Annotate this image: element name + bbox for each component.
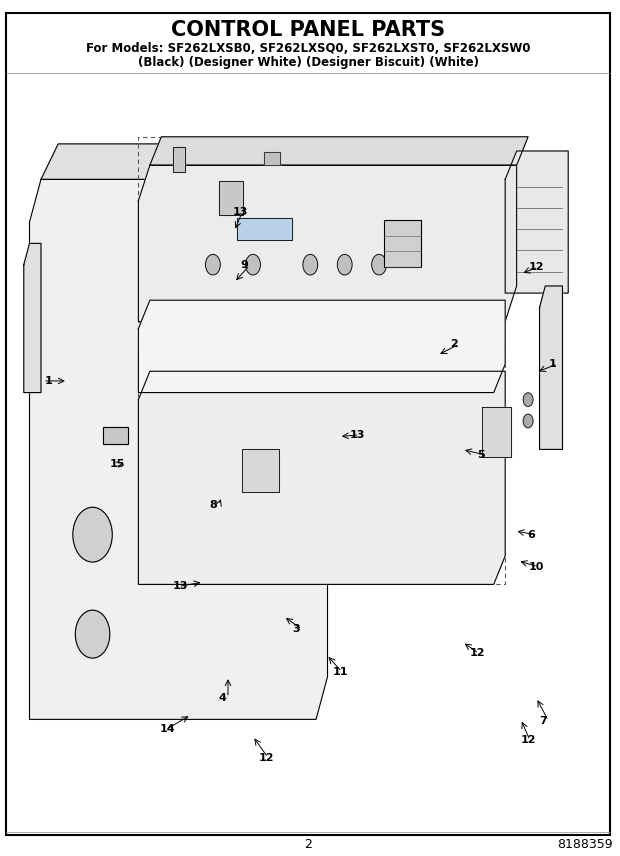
- Polygon shape: [150, 137, 528, 165]
- Bar: [242, 449, 278, 492]
- Circle shape: [303, 254, 317, 275]
- Text: CONTROL PANEL PARTS: CONTROL PANEL PARTS: [171, 20, 445, 40]
- Text: 7: 7: [539, 716, 547, 726]
- Polygon shape: [505, 151, 568, 293]
- Text: 2: 2: [450, 339, 458, 349]
- Text: 5: 5: [477, 450, 485, 461]
- Polygon shape: [24, 243, 41, 393]
- Circle shape: [205, 254, 220, 275]
- Polygon shape: [138, 372, 505, 585]
- Text: 6: 6: [527, 530, 534, 540]
- Text: 1: 1: [549, 359, 556, 369]
- Polygon shape: [30, 180, 327, 719]
- FancyBboxPatch shape: [384, 220, 420, 267]
- Polygon shape: [539, 286, 562, 449]
- Bar: [219, 181, 243, 215]
- Text: 4: 4: [219, 693, 227, 703]
- Bar: [237, 218, 292, 240]
- Text: 2: 2: [304, 838, 312, 852]
- Bar: [219, 181, 243, 215]
- Text: 12: 12: [529, 262, 544, 272]
- Bar: [265, 152, 280, 165]
- Text: 15: 15: [110, 459, 125, 469]
- Text: 1: 1: [45, 376, 52, 386]
- Text: 8188359: 8188359: [557, 838, 613, 852]
- Circle shape: [372, 254, 386, 275]
- Bar: [237, 218, 292, 240]
- Text: 12: 12: [469, 648, 485, 658]
- Circle shape: [246, 254, 260, 275]
- Bar: [265, 152, 280, 165]
- Bar: [173, 146, 185, 172]
- Text: 3: 3: [293, 624, 300, 634]
- Bar: [103, 426, 128, 443]
- Polygon shape: [138, 300, 505, 393]
- Text: 12: 12: [259, 752, 274, 763]
- Text: 9: 9: [241, 260, 248, 270]
- Text: 12: 12: [521, 735, 536, 746]
- Text: 10: 10: [529, 562, 544, 572]
- Text: (Black) (Designer White) (Designer Biscuit) (White): (Black) (Designer White) (Designer Biscu…: [138, 56, 479, 69]
- Polygon shape: [482, 407, 511, 456]
- Circle shape: [73, 508, 112, 562]
- Text: eReplacementParts.com: eReplacementParts.com: [211, 434, 381, 448]
- Bar: [242, 449, 278, 492]
- Circle shape: [337, 254, 352, 275]
- Text: 14: 14: [160, 724, 175, 734]
- Text: 8: 8: [210, 500, 217, 510]
- Text: 13: 13: [233, 207, 248, 217]
- Circle shape: [523, 393, 533, 407]
- Text: For Models: SF262LXSB0, SF262LXSQ0, SF262LXST0, SF262LXSW0: For Models: SF262LXSB0, SF262LXSQ0, SF26…: [86, 42, 530, 56]
- Text: 13: 13: [350, 430, 365, 440]
- Text: 13: 13: [172, 581, 188, 591]
- Polygon shape: [41, 144, 345, 180]
- Circle shape: [523, 414, 533, 428]
- Text: 11: 11: [333, 667, 348, 677]
- Polygon shape: [138, 165, 516, 322]
- Circle shape: [75, 610, 110, 658]
- Bar: [103, 426, 128, 443]
- Bar: [173, 146, 185, 172]
